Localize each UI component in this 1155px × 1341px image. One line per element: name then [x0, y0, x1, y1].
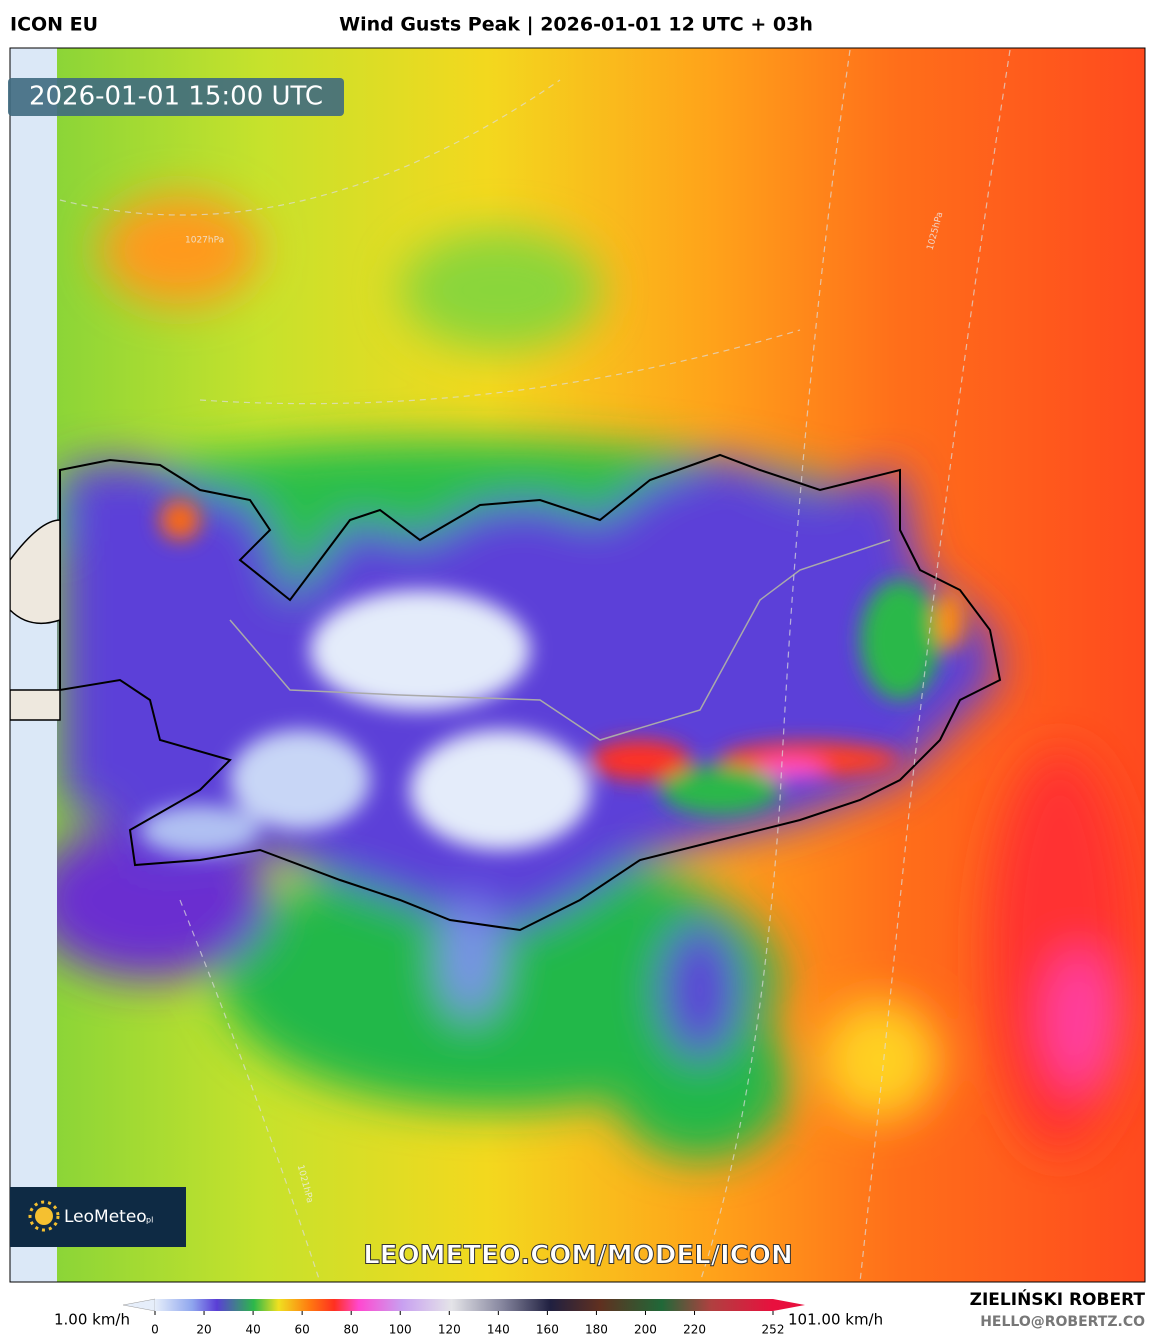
colorbar-tick-label: 120	[438, 1323, 461, 1337]
colorbar-tick-label: 140	[487, 1323, 510, 1337]
colorbar-tick-label: 40	[245, 1323, 260, 1337]
isobar-label: 1027hPa	[185, 236, 224, 246]
model-name: ICON EU	[10, 14, 98, 36]
colorbar-arrow-max	[773, 1299, 805, 1311]
map-field	[10, 48, 1145, 1282]
timestamp-box	[8, 78, 344, 116]
colorbar-tick-label: 200	[634, 1323, 657, 1337]
greenland-coast	[10, 519, 61, 721]
logo-rays	[28, 1200, 60, 1232]
colorbar-max-label: 101.00 km/h	[788, 1311, 883, 1329]
credit-email: HELLO@ROBERTZ.CO	[980, 1314, 1145, 1330]
timestamp: 2026-01-01 15:00 UTC	[29, 82, 323, 112]
colorbar-min-label: 1.00 km/h	[54, 1311, 130, 1329]
colorbar-tick-label: 20	[196, 1323, 211, 1337]
credit-author: ZIELIŃSKI ROBERT	[970, 1288, 1146, 1310]
logo-suffix: pl	[146, 1216, 153, 1225]
colorbar-tick-label: 160	[536, 1323, 559, 1337]
colorbar-tick-label: 100	[389, 1323, 412, 1337]
map-title: Wind Gusts Peak | 2026-01-01 12 UTC + 03…	[339, 14, 813, 36]
colorbar-tick-label: 252	[762, 1323, 785, 1337]
watermark: LEOMETEO.COM/MODEL/ICON	[363, 1241, 793, 1271]
edge-strip	[10, 48, 57, 1282]
colorbar-tick-label: 80	[344, 1323, 359, 1337]
colorbar-tick-label: 220	[683, 1323, 706, 1337]
isobars	[59, 49, 1011, 1282]
colorbar-tick-label: 0	[151, 1323, 159, 1337]
colorbar-tick-label: 60	[295, 1323, 310, 1337]
colorbar-tick-label: 180	[585, 1323, 608, 1337]
map-frame	[9, 47, 1146, 1283]
colorbar	[155, 1299, 773, 1311]
logo-name: LeoMeteo	[64, 1207, 147, 1227]
logo-sun	[35, 1207, 53, 1225]
coastline	[59, 453, 1002, 932]
colorbar-arrow-min	[122, 1298, 156, 1312]
border-line	[229, 539, 891, 741]
